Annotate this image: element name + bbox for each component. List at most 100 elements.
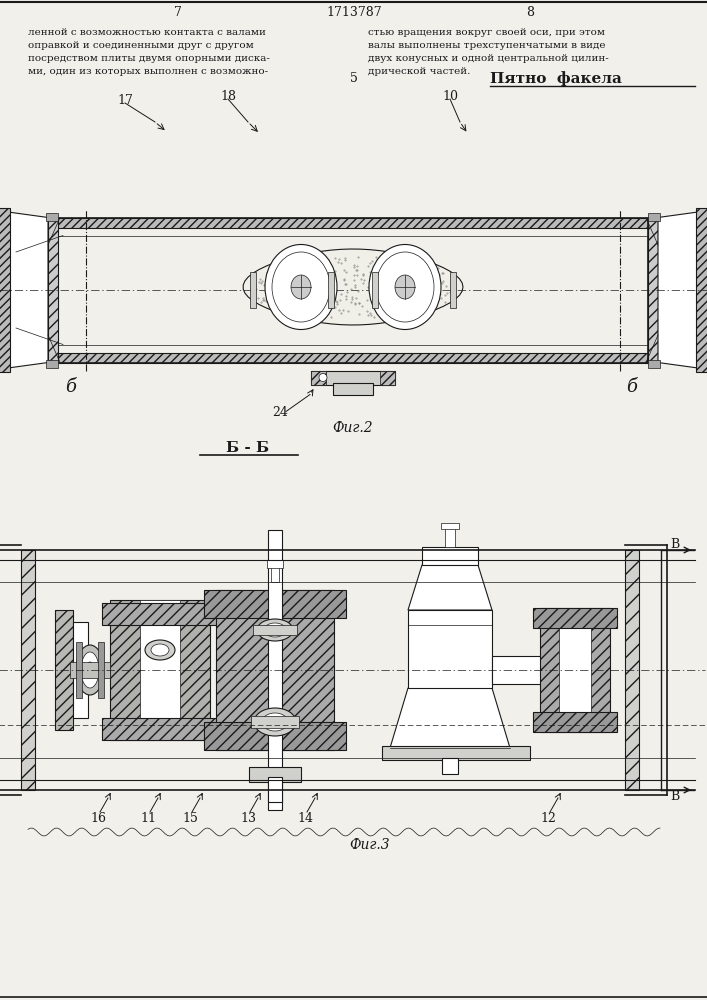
Text: 12: 12 bbox=[540, 812, 556, 824]
Bar bbox=[380, 370, 395, 384]
Bar bbox=[271, 564, 279, 582]
Polygon shape bbox=[243, 249, 463, 325]
Text: 17: 17 bbox=[117, 94, 133, 106]
Bar bbox=[533, 608, 617, 628]
Bar bbox=[311, 370, 326, 384]
Text: 18: 18 bbox=[220, 90, 236, 103]
Bar bbox=[204, 722, 346, 750]
Bar bbox=[422, 547, 478, 565]
Bar bbox=[328, 272, 334, 308]
Ellipse shape bbox=[395, 275, 415, 299]
Bar bbox=[76, 642, 82, 698]
Bar bbox=[110, 600, 210, 740]
Text: 14: 14 bbox=[297, 812, 313, 824]
Text: 5: 5 bbox=[350, 73, 358, 86]
Text: Б - Б: Б - Б bbox=[226, 440, 269, 454]
Bar bbox=[55, 610, 73, 730]
Bar bbox=[140, 600, 180, 740]
Bar bbox=[58, 218, 648, 228]
Text: 8: 8 bbox=[526, 6, 534, 19]
Text: дрической частей.: дрической частей. bbox=[368, 67, 470, 76]
Bar bbox=[559, 608, 591, 732]
Ellipse shape bbox=[86, 662, 94, 678]
Bar bbox=[249, 767, 301, 782]
Ellipse shape bbox=[151, 644, 169, 656]
Bar bbox=[382, 746, 530, 760]
Bar bbox=[311, 370, 395, 384]
Bar bbox=[268, 777, 282, 802]
Bar bbox=[442, 758, 458, 774]
Ellipse shape bbox=[369, 244, 441, 330]
Bar bbox=[48, 218, 58, 362]
Text: 16: 16 bbox=[90, 812, 106, 824]
Bar bbox=[552, 660, 602, 680]
Bar bbox=[267, 560, 283, 568]
Text: б: б bbox=[626, 378, 638, 396]
Text: стью вращения вокруг своей оси, при этом: стью вращения вокруг своей оси, при этом bbox=[368, 28, 605, 37]
Ellipse shape bbox=[145, 640, 175, 660]
Bar bbox=[492, 656, 602, 684]
Bar bbox=[441, 523, 459, 529]
Text: 11: 11 bbox=[140, 812, 156, 824]
Bar bbox=[216, 590, 334, 750]
Bar bbox=[253, 625, 297, 635]
Bar bbox=[73, 622, 88, 718]
Ellipse shape bbox=[76, 645, 104, 695]
Bar bbox=[250, 272, 256, 308]
Bar bbox=[696, 208, 707, 372]
Polygon shape bbox=[8, 212, 48, 368]
Bar bbox=[98, 642, 104, 698]
Polygon shape bbox=[658, 212, 698, 368]
Text: 10: 10 bbox=[442, 90, 458, 103]
Ellipse shape bbox=[254, 708, 296, 736]
Text: 13: 13 bbox=[240, 812, 256, 824]
Ellipse shape bbox=[272, 252, 330, 322]
Bar bbox=[648, 213, 660, 221]
Bar bbox=[21, 550, 35, 790]
Ellipse shape bbox=[257, 619, 293, 641]
Text: ленной с возможностью контакта с валами: ленной с возможностью контакта с валами bbox=[28, 28, 266, 37]
Ellipse shape bbox=[291, 275, 311, 299]
Text: ми, один из которых выполнен с возможно-: ми, один из которых выполнен с возможно- bbox=[28, 67, 268, 76]
Bar bbox=[102, 603, 218, 625]
Ellipse shape bbox=[264, 623, 286, 637]
Bar bbox=[46, 213, 58, 221]
Text: Пятно  факела: Пятно факела bbox=[490, 72, 622, 86]
Ellipse shape bbox=[81, 652, 99, 688]
Text: валы выполнены трехступенчатыми в виде: валы выполнены трехступенчатыми в виде bbox=[368, 41, 605, 50]
Bar bbox=[445, 525, 455, 547]
Bar bbox=[625, 550, 639, 790]
Text: б: б bbox=[66, 378, 76, 396]
Bar bbox=[58, 353, 648, 362]
Circle shape bbox=[319, 373, 327, 381]
Bar bbox=[46, 360, 58, 367]
Ellipse shape bbox=[376, 252, 434, 322]
Polygon shape bbox=[390, 688, 510, 748]
Text: Фиг.2: Фиг.2 bbox=[333, 420, 373, 434]
Text: двух конусных и одной центральной цилин-: двух конусных и одной центральной цилин- bbox=[368, 54, 609, 63]
Text: В: В bbox=[670, 538, 679, 550]
Text: 1713787: 1713787 bbox=[326, 6, 382, 19]
Bar bbox=[333, 382, 373, 394]
Text: 15: 15 bbox=[182, 812, 198, 824]
Bar bbox=[648, 218, 658, 362]
Bar bbox=[268, 530, 282, 810]
Bar bbox=[533, 712, 617, 732]
Bar bbox=[450, 272, 456, 308]
Text: Фиг.3: Фиг.3 bbox=[350, 838, 390, 852]
Bar bbox=[408, 610, 492, 688]
Text: 7: 7 bbox=[174, 6, 182, 19]
Bar bbox=[540, 608, 610, 732]
Bar bbox=[58, 218, 648, 362]
Ellipse shape bbox=[262, 713, 288, 731]
Bar bbox=[251, 716, 299, 728]
Bar bbox=[102, 718, 218, 740]
Bar bbox=[204, 590, 346, 618]
Text: В: В bbox=[670, 790, 679, 802]
Text: 24: 24 bbox=[272, 406, 288, 419]
Text: оправкой и соединенными друг с другом: оправкой и соединенными друг с другом bbox=[28, 41, 254, 50]
Ellipse shape bbox=[265, 244, 337, 330]
Polygon shape bbox=[408, 565, 492, 610]
Bar bbox=[70, 662, 110, 678]
Text: посредством плиты двумя опорными диска-: посредством плиты двумя опорными диска- bbox=[28, 54, 270, 63]
